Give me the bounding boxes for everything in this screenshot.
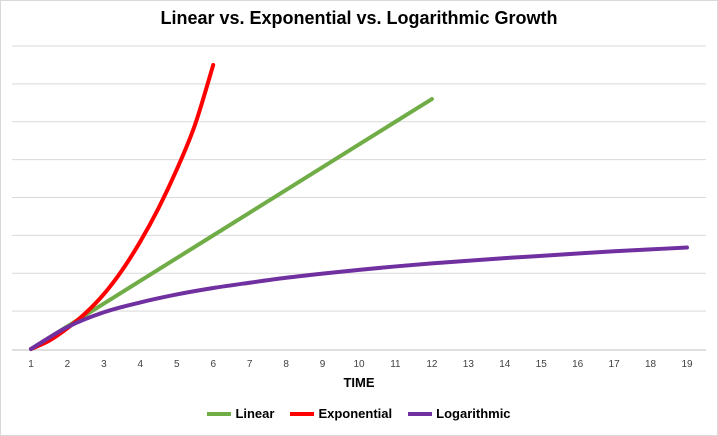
- series-line-linear: [29, 97, 434, 351]
- x-tick-label: 15: [536, 359, 548, 370]
- x-tick-label: 18: [645, 359, 657, 370]
- x-tick-label: 16: [572, 359, 584, 370]
- legend-swatch-logarithmic: [408, 411, 433, 416]
- x-tick-labels: 1 2 3 4 5 6 7 8 9 10 11 12 13 14 15 16 17 18 19: [28, 359, 693, 370]
- x-tick-label: 5: [174, 359, 180, 370]
- legend-item-exponential: Exponential: [290, 406, 392, 421]
- x-axis-label: TIME: [343, 375, 374, 390]
- legend-item-logarithmic: Logarithmic: [408, 406, 511, 421]
- x-tick-label: 12: [426, 359, 438, 370]
- series-lines: [29, 62, 689, 351]
- x-tick-label: 19: [681, 359, 693, 370]
- x-tick-label: 6: [210, 359, 216, 370]
- x-tick-label: 9: [320, 359, 326, 370]
- legend-swatch-linear: [207, 411, 232, 416]
- x-tick-label: 7: [247, 359, 253, 370]
- legend-label-logarithmic: Logarithmic: [436, 406, 511, 421]
- chart-title: Linear vs. Exponential vs. Logarithmic G…: [160, 8, 558, 28]
- legend-item-linear: Linear: [207, 406, 274, 421]
- legend-label-exponential: Exponential: [318, 406, 393, 421]
- x-tick-label: 8: [283, 359, 289, 370]
- legend-label-linear: Linear: [235, 406, 275, 421]
- x-tick-label: 10: [353, 359, 365, 370]
- x-tick-label: 13: [463, 359, 475, 370]
- x-tick-label: 14: [499, 359, 511, 370]
- x-tick-label: 17: [609, 359, 621, 370]
- gridlines: [12, 45, 706, 312]
- legend: Linear Exponential Logarithmic: [0, 406, 718, 421]
- x-tick-label: 4: [138, 359, 144, 370]
- x-tick-label: 1: [28, 359, 34, 370]
- x-tick-label: 2: [65, 359, 71, 370]
- x-tick-label: 3: [101, 359, 107, 370]
- x-tick-label: 11: [390, 359, 401, 370]
- legend-swatch-exponential: [290, 411, 315, 416]
- series-line-logarithmic: [29, 245, 689, 351]
